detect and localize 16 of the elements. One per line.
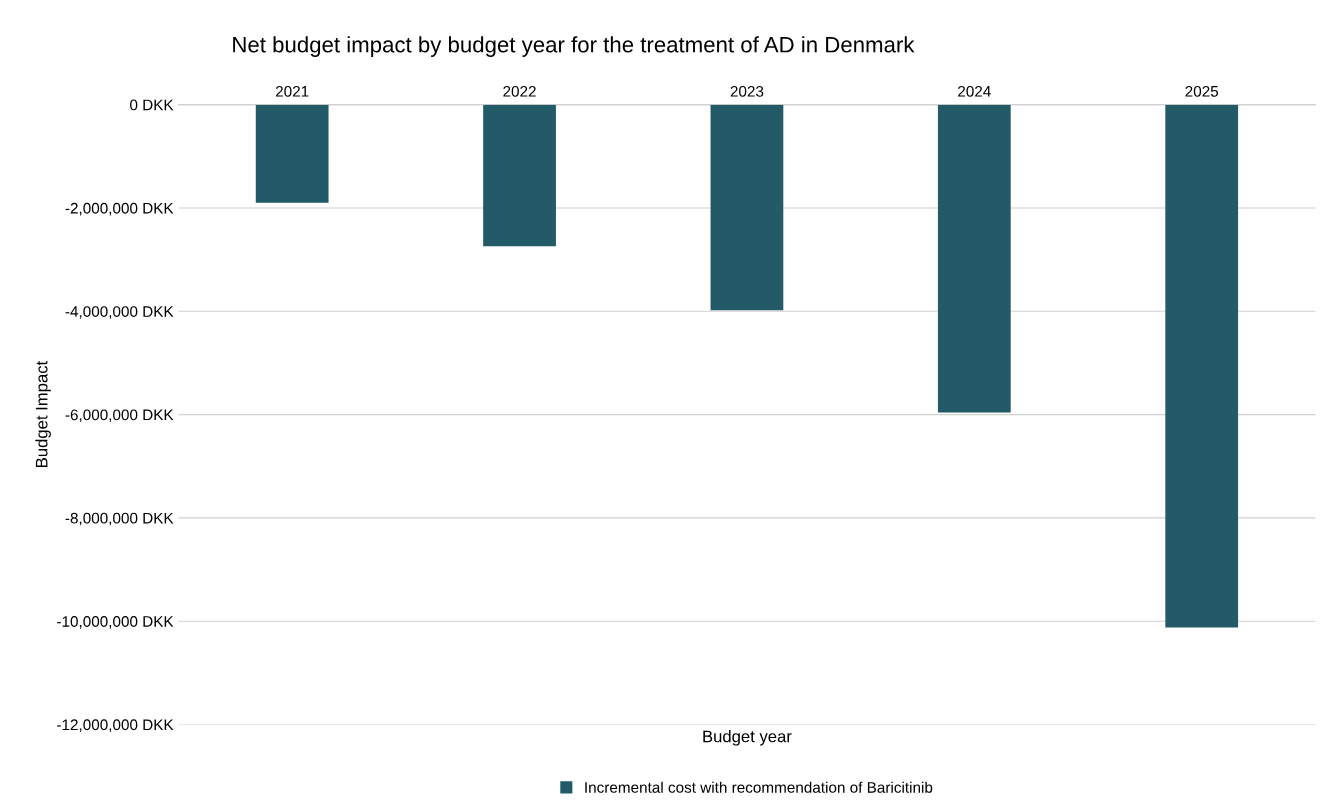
y-tick-label: -8,000,000 DKK <box>65 512 174 526</box>
y-axis-title: Budget Impact <box>35 360 51 467</box>
y-tick-label: -6,000,000 DKK <box>65 409 174 423</box>
x-axis-title: Budget year <box>703 730 792 746</box>
chart-title: Net budget impact by budget year for the treatment of AD in Denmark <box>233 36 915 57</box>
y-tick-label: 0 DKK <box>130 99 174 111</box>
x-tick-label: 2022 <box>503 85 536 97</box>
y-tick-label: -2,000,000 DKK <box>65 202 174 216</box>
x-tick-label: 2023 <box>730 85 764 97</box>
y-tick-label: -12,000,000 DKK <box>57 719 174 732</box>
x-tick-label: 2024 <box>958 85 991 97</box>
y-tick-label: -10,000,000 DKK <box>57 616 174 629</box>
legend-label: Incremental cost with recommendation of Baricitinib <box>585 781 933 793</box>
y-tick-label: -4,000,000 DKK <box>65 306 174 319</box>
x-tick-label: 2021 <box>275 85 309 97</box>
x-tick-label: 2025 <box>1185 85 1219 97</box>
